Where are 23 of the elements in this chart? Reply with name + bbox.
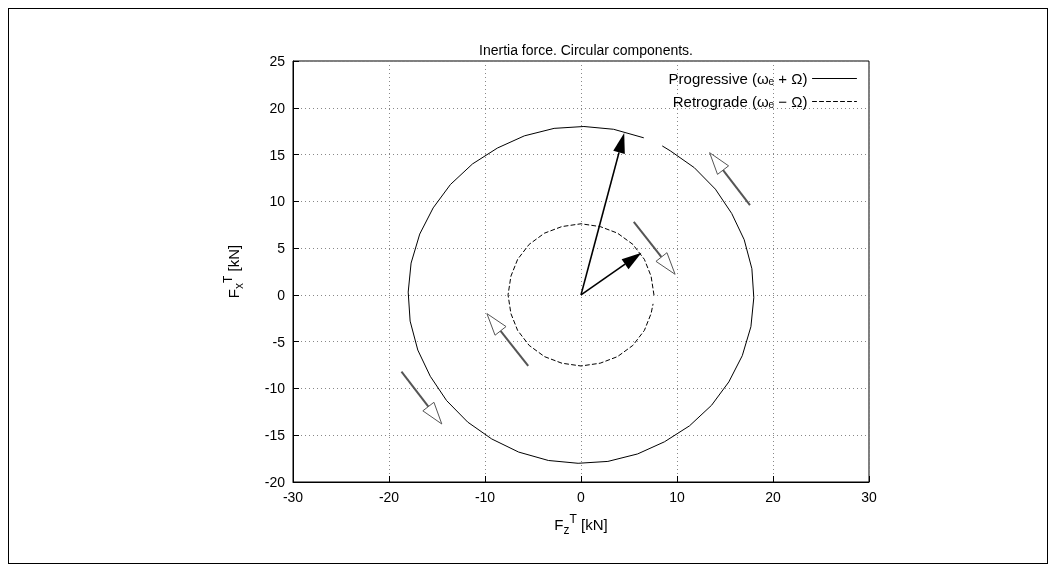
y-tick-label: 0 [277, 286, 286, 303]
y-tick-label: -10 [264, 380, 286, 397]
y-tick-label: 25 [269, 53, 286, 69]
legend-label: Progressive (ωₑ + Ω) [668, 70, 808, 87]
line-series [407, 125, 755, 464]
y-tick-label: 20 [269, 99, 286, 116]
x-tick-label: -30 [282, 489, 304, 505]
x-tick-label: 10 [669, 489, 685, 505]
y-tick-label: -5 [272, 333, 286, 350]
y-axis-title: FxT [kN] [221, 244, 246, 299]
line-series [507, 223, 655, 367]
x-tick-label: 20 [765, 489, 781, 505]
y-tick-label: -15 [264, 427, 286, 444]
x-tick-label: 30 [861, 489, 877, 505]
legend-label: Retrograde (ωₑ − Ω) [672, 93, 808, 110]
y-tick-label: 10 [269, 193, 286, 210]
chart-title: Inertia force. Circular components. [479, 42, 693, 58]
x-tick-label: -10 [474, 489, 496, 505]
x-tick-label: -20 [378, 489, 400, 505]
y-tick-label: -20 [264, 474, 286, 490]
y-tick-label: 5 [277, 240, 286, 257]
y-tick-label: 15 [269, 146, 286, 163]
x-tick-label: 0 [577, 489, 586, 505]
